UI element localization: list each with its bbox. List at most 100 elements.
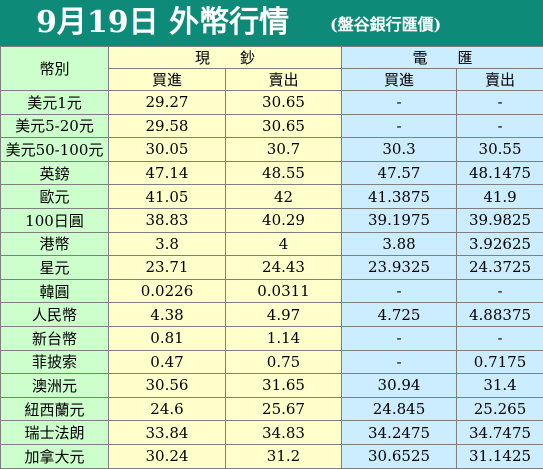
currency-name-cell: 美元1元: [1, 91, 109, 115]
currency-name-cell: 紐西蘭元: [1, 397, 109, 421]
wire-sell-cell: 34.7475: [457, 421, 543, 445]
currency-name-cell: 新台幣: [1, 326, 109, 350]
cash-buy-cell: 24.6: [109, 397, 226, 421]
cash-group-header: 現 鈔: [109, 47, 342, 69]
wire-sell-cell: 25.265: [457, 397, 543, 421]
wire-buy-cell: 24.845: [342, 397, 457, 421]
wire-buy-cell: 30.94: [342, 374, 457, 398]
cash-sell-cell: 25.67: [226, 397, 342, 421]
currency-name-cell: 100日圓: [1, 208, 109, 232]
wire-sell-header: 賣出: [457, 69, 543, 91]
currency-name-cell: 加拿大元: [1, 444, 109, 468]
currency-name-cell: 韓圓: [1, 279, 109, 303]
currency-name-cell: 人民幣: [1, 303, 109, 327]
cash-buy-cell: 30.24: [109, 444, 226, 468]
currency-name-cell: 英鎊: [1, 161, 109, 185]
wire-sell-cell: -: [457, 279, 543, 303]
wire-buy-cell: 39.1975: [342, 208, 457, 232]
cash-buy-cell: 47.14: [109, 161, 226, 185]
cash-sell-cell: 0.75: [226, 350, 342, 374]
cash-buy-cell: 29.58: [109, 114, 226, 138]
wire-buy-cell: 23.9325: [342, 256, 457, 280]
currency-column-header: 幣別: [1, 47, 109, 91]
wire-sell-cell: 31.4: [457, 374, 543, 398]
cash-sell-cell: 4.97: [226, 303, 342, 327]
wire-sell-cell: 4.88375: [457, 303, 543, 327]
cash-buy-cell: 30.05: [109, 138, 226, 162]
cash-sell-cell: 4: [226, 232, 342, 256]
cash-sell-cell: 30.7: [226, 138, 342, 162]
wire-buy-cell: -: [342, 114, 457, 138]
wire-sell-cell: 41.9: [457, 185, 543, 209]
wire-buy-cell: -: [342, 91, 457, 115]
currency-name-cell: 澳洲元: [1, 374, 109, 398]
cash-sell-cell: 30.65: [226, 91, 342, 115]
title-bar: 9月19日 外幣行情 (盤谷銀行匯價): [0, 0, 543, 46]
cash-sell-cell: 40.29: [226, 208, 342, 232]
currency-name-cell: 菲披索: [1, 350, 109, 374]
wire-buy-cell: -: [342, 350, 457, 374]
wire-sell-cell: 0.7175: [457, 350, 543, 374]
wire-buy-cell: 30.3: [342, 138, 457, 162]
cash-buy-cell: 38.83: [109, 208, 226, 232]
wire-buy-cell: 34.2475: [342, 421, 457, 445]
cash-buy-cell: 30.56: [109, 374, 226, 398]
wire-buy-header: 買進: [342, 69, 457, 91]
cash-buy-cell: 41.05: [109, 185, 226, 209]
currency-name-cell: 美元50-100元: [1, 138, 109, 162]
wire-sell-cell: -: [457, 91, 543, 115]
cash-sell-header: 賣出: [226, 69, 342, 91]
wire-sell-cell: 39.9825: [457, 208, 543, 232]
table-header-row: 幣別 現 鈔 電 匯: [1, 47, 543, 69]
wire-buy-cell: 47.57: [342, 161, 457, 185]
cash-buy-cell: 3.8: [109, 232, 226, 256]
currency-name-cell: 美元5-20元: [1, 114, 109, 138]
wire-sell-cell: 48.1475: [457, 161, 543, 185]
cash-sell-cell: 31.65: [226, 374, 342, 398]
cash-buy-cell: 4.38: [109, 303, 226, 327]
cash-sell-cell: 24.43: [226, 256, 342, 280]
wire-buy-cell: -: [342, 279, 457, 303]
wire-buy-cell: 4.725: [342, 303, 457, 327]
wire-sell-cell: 3.92625: [457, 232, 543, 256]
cash-sell-cell: 1.14: [226, 326, 342, 350]
cash-buy-cell: 29.27: [109, 91, 226, 115]
cash-sell-cell: 31.2: [226, 444, 342, 468]
cash-sell-cell: 48.55: [226, 161, 342, 185]
bank-source-label: (盤谷銀行匯價): [330, 14, 441, 36]
cash-sell-cell: 42: [226, 185, 342, 209]
wire-buy-cell: 30.6525: [342, 444, 457, 468]
currency-name-cell: 星元: [1, 256, 109, 280]
wire-sell-cell: -: [457, 326, 543, 350]
currency-name-cell: 港幣: [1, 232, 109, 256]
cash-buy-cell: 0.47: [109, 350, 226, 374]
page-title: 9月19日 外幣行情: [36, 3, 289, 43]
wire-buy-cell: -: [342, 326, 457, 350]
cash-buy-header: 買進: [109, 69, 226, 91]
wire-buy-cell: 3.88: [342, 232, 457, 256]
currency-name-cell: 瑞士法朗: [1, 421, 109, 445]
currency-name-cell: 歐元: [1, 185, 109, 209]
wire-sell-cell: -: [457, 114, 543, 138]
exchange-rate-panel: 9月19日 外幣行情 (盤谷銀行匯價) 幣別 現 鈔 電 匯 買進 賣出 買進 …: [0, 0, 543, 444]
wire-sell-cell: 31.1425: [457, 444, 543, 468]
cash-sell-cell: 34.83: [226, 421, 342, 445]
cash-buy-cell: 33.84: [109, 421, 226, 445]
